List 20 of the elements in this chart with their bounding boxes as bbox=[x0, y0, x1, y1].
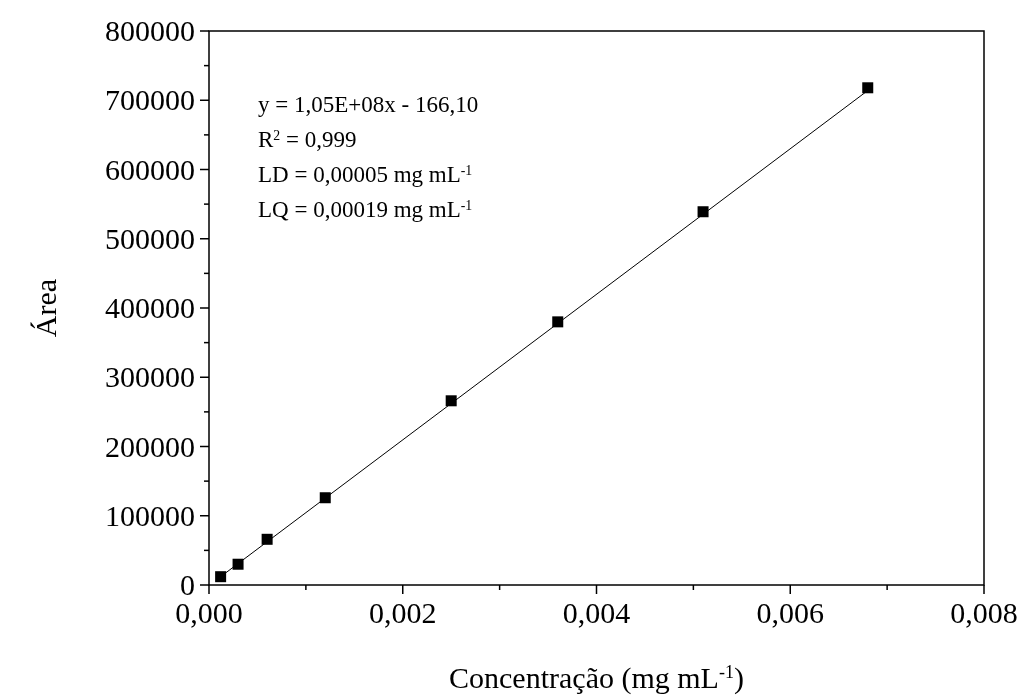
y-tick-label: 800000 bbox=[105, 14, 195, 47]
point bbox=[215, 571, 227, 583]
y-axis-title: Área bbox=[29, 278, 62, 338]
y-tick-label: 100000 bbox=[105, 498, 195, 532]
y-tick-label: 500000 bbox=[105, 221, 195, 255]
annotation: R$^{2}$ = 0,999 bbox=[258, 127, 357, 152]
annotation: y = 1,05E+08x - 166,10 bbox=[258, 92, 479, 117]
annotation: LD = 0,00005 mg mL$^{-1}$ bbox=[258, 162, 473, 187]
annotation: LQ = 0,00019 mg mL$^{-1}$ bbox=[258, 197, 473, 222]
x-tick-label: 0,006 bbox=[756, 596, 824, 629]
y-tick-label: 700000 bbox=[105, 83, 195, 117]
y-tick-label: 400000 bbox=[105, 291, 195, 324]
y-tick-label: 300000 bbox=[105, 360, 195, 394]
point bbox=[862, 82, 874, 94]
x-tick-label: 0,002 bbox=[369, 596, 437, 629]
x-axis-title: Concentração (mg mL$^{-1}$) bbox=[449, 661, 744, 695]
x-tick-label: 0,008 bbox=[950, 596, 1018, 629]
y-tick-label: 600000 bbox=[105, 152, 195, 186]
y-tick-label: 200000 bbox=[105, 429, 195, 463]
x-tick-label: 0,004 bbox=[562, 596, 631, 629]
